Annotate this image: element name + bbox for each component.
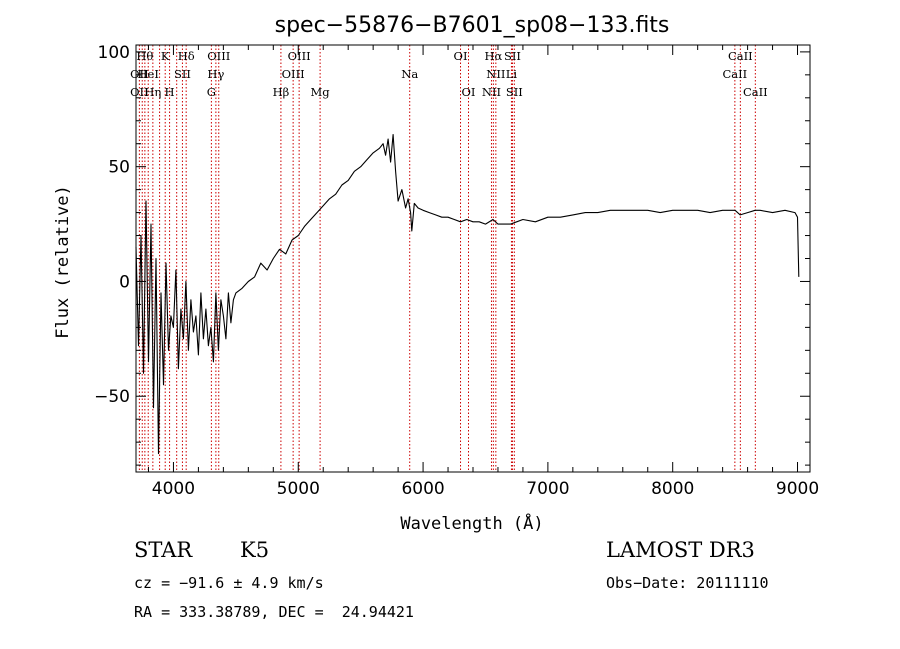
y-tick-label-0: 0 xyxy=(119,272,130,292)
survey-name: LAMOST DR3 xyxy=(606,538,755,562)
line-label-2: Hδ xyxy=(178,49,195,63)
line-label-23: Mg xyxy=(311,85,331,99)
axis-ticks xyxy=(136,45,810,472)
line-label-20: H xyxy=(165,85,175,99)
line-label-17: CaII xyxy=(722,67,747,81)
line-label-4: OIII xyxy=(288,49,311,63)
x-tick-label-7000: 7000 xyxy=(526,479,569,499)
line-label-16: Li xyxy=(506,67,518,81)
sky-coordinates: RA = 333.38789, DEC = 24.94421 xyxy=(134,603,414,621)
line-label-26: SII xyxy=(506,85,523,99)
y-tick-label--50: −50 xyxy=(94,387,130,407)
spectrum-series xyxy=(135,133,800,455)
line-label-18: OII xyxy=(130,85,149,99)
line-label-7: SII xyxy=(504,49,521,63)
line-label-9: OII xyxy=(130,67,149,81)
x-tick-label-6000: 6000 xyxy=(401,479,444,499)
line-label-15: NII xyxy=(486,67,505,81)
line-label-0: Hθ xyxy=(136,49,153,63)
chart-title: spec−55876−B7601_sp08−133.fits xyxy=(275,13,670,38)
x-tick-label-4000: 4000 xyxy=(152,479,195,499)
x-tick-label-9000: 9000 xyxy=(776,479,819,499)
line-label-19: Hη xyxy=(144,85,161,99)
line-label-27: CaII xyxy=(743,85,768,99)
spectrum-line-0 xyxy=(135,133,800,455)
line-label-1: K xyxy=(161,49,170,63)
line-label-8: CaII xyxy=(728,49,753,63)
y-axis-label: Flux (relative) xyxy=(53,185,73,339)
x-axis-label: Wavelength (Å) xyxy=(400,512,543,534)
line-label-22: Hβ xyxy=(273,85,290,99)
line-label-14: Na xyxy=(401,67,418,81)
line-label-21: G xyxy=(207,85,216,99)
line-label-5: OI xyxy=(454,49,468,63)
redshift-velocity: cz = −91.6 ± 4.9 km/s xyxy=(134,574,324,592)
plot-frame xyxy=(135,44,811,473)
line-label-6: Hα xyxy=(484,49,502,63)
object-subclass: K5 xyxy=(240,538,270,562)
line-label-24: OI xyxy=(462,85,476,99)
spectral-line-markers xyxy=(138,45,756,472)
line-label-11: SII xyxy=(174,67,191,81)
object-class: STAR xyxy=(134,538,193,562)
x-tick-label-5000: 5000 xyxy=(277,479,320,499)
line-label-10: HeI xyxy=(138,67,159,81)
axis-tick-labels: 4000 5000 6000 7000 8000 9000 −50 0 50 100 xyxy=(94,43,819,499)
line-label-12: Hγ xyxy=(207,67,224,81)
line-label-13: OIII xyxy=(282,67,305,81)
line-label-3: OIII xyxy=(207,49,230,63)
line-label-25: NII xyxy=(482,85,501,99)
x-tick-label-8000: 8000 xyxy=(651,479,694,499)
y-tick-label-100: 100 xyxy=(98,43,130,63)
y-tick-label-50: 50 xyxy=(108,158,130,178)
observation-date: Obs−Date: 20111110 xyxy=(606,574,769,592)
